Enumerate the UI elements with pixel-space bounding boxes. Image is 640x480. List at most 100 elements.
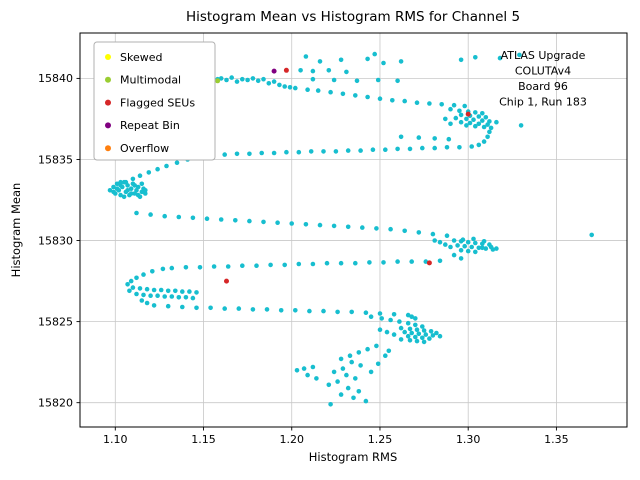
legend-label: Overflow	[120, 142, 169, 155]
scatter-point	[469, 244, 475, 250]
scatter-point	[111, 184, 116, 190]
scatter-point	[427, 336, 432, 341]
scatter-point	[111, 189, 116, 195]
corner-annotation: ATLAS Upgrade COLUTAv4 Board 96 Chip 1, Run…	[499, 49, 587, 109]
scatter-point	[395, 259, 400, 264]
scatter-point	[293, 85, 298, 91]
scatter-point	[283, 67, 289, 73]
scatter-point	[236, 306, 242, 311]
scatter-point	[345, 148, 351, 153]
y-axis-label: Histogram Mean	[9, 183, 23, 278]
scatter-point	[439, 102, 445, 107]
scatter-point	[416, 230, 422, 235]
scatter-point	[377, 311, 383, 316]
scatter-point	[398, 337, 404, 342]
scatter-point	[301, 366, 307, 371]
scatter-point	[430, 231, 436, 237]
scatter-point	[224, 77, 229, 83]
scatter-point	[317, 222, 323, 228]
annotation-line: COLUTAv4	[515, 65, 571, 78]
scatter-point	[165, 288, 171, 294]
chart-title: Histogram Mean vs Histogram RMS for Chan…	[186, 9, 520, 25]
scatter-point	[437, 239, 443, 245]
scatter-point	[405, 312, 411, 318]
scatter-point	[234, 79, 240, 84]
scatter-point	[317, 59, 323, 64]
scatter-point	[483, 246, 489, 251]
scatter-point	[261, 219, 266, 225]
scatter-point	[218, 217, 224, 222]
scatter-point	[247, 218, 252, 224]
scatter-point	[448, 244, 453, 250]
scatter-point	[395, 78, 400, 84]
scatter-point	[160, 266, 166, 272]
scatter-point	[118, 179, 123, 185]
scatter-point	[518, 123, 524, 128]
scatter-point	[261, 76, 266, 82]
scatter-point	[353, 260, 358, 266]
scatter-point	[428, 329, 434, 334]
scatter-point	[430, 333, 436, 338]
scatter-point	[448, 106, 453, 112]
scatter-point	[365, 346, 370, 352]
scatter-point	[229, 75, 234, 80]
scatter-point	[375, 77, 381, 83]
scatter-point	[338, 57, 344, 63]
scatter-point	[176, 214, 182, 220]
x-tick-label: 1.10	[103, 433, 128, 446]
scatter-point	[321, 308, 326, 314]
scatter-point	[204, 216, 210, 221]
scatter-point	[358, 363, 363, 368]
x-tick-label: 1.15	[191, 433, 216, 446]
scatter-point	[402, 98, 408, 104]
scatter-point	[420, 324, 425, 329]
scatter-point	[414, 338, 420, 344]
scatter-point	[169, 294, 175, 299]
scatter-point	[324, 260, 330, 266]
scatter-point	[296, 261, 302, 267]
annotation-line: Board 96	[518, 80, 568, 93]
scatter-point	[353, 93, 358, 98]
scatter-point	[296, 149, 302, 155]
scatter-point	[107, 188, 113, 193]
scatter-point	[141, 292, 146, 298]
scatter-point	[271, 150, 277, 156]
scatter-point	[432, 145, 438, 151]
scatter-point	[347, 353, 353, 359]
scatter-point	[144, 300, 150, 306]
scatter-point	[473, 249, 478, 255]
scatter-point	[443, 116, 448, 122]
scatter-point	[121, 194, 127, 200]
scatter-point	[333, 149, 339, 154]
scatter-point	[240, 263, 245, 269]
scatter-point	[476, 114, 482, 119]
scatter-point	[413, 334, 418, 340]
scatter-point	[255, 78, 261, 84]
scatter-point	[446, 136, 452, 142]
scatter-point	[277, 82, 282, 88]
x-tick-label: 1.25	[368, 433, 393, 446]
scatter-point	[497, 55, 503, 61]
multimodal-marker-icon	[105, 76, 111, 83]
legend-label: Skewed	[120, 51, 162, 64]
scatter-point	[437, 333, 443, 339]
scatter-point	[405, 320, 411, 326]
scatter-point	[130, 176, 136, 182]
scatter-point	[310, 68, 316, 74]
scatter-point	[144, 286, 150, 292]
scatter-point	[381, 260, 386, 265]
scatter-point	[162, 294, 167, 299]
scatter-point	[125, 188, 130, 193]
scatter-point	[222, 306, 227, 311]
scatter-point	[158, 287, 164, 293]
scatter-point	[187, 289, 192, 294]
scatter-point	[128, 186, 134, 191]
scatter-point	[134, 210, 139, 216]
scatter-point	[460, 237, 466, 242]
scatter-point	[443, 242, 448, 247]
scatter-point	[390, 98, 395, 103]
scatter-point	[222, 152, 227, 157]
scatter-point	[354, 78, 360, 84]
scatter-point	[155, 293, 160, 299]
